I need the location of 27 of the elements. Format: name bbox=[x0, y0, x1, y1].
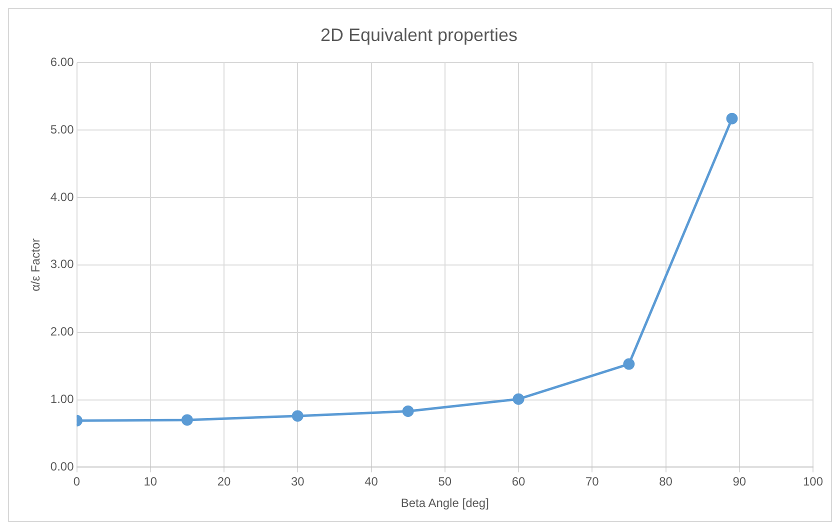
y-tick-label: 3.00 bbox=[50, 257, 74, 272]
y-tick-label: 6.00 bbox=[50, 54, 74, 69]
y-tick-label: 4.00 bbox=[50, 190, 74, 204]
x-tick-label: 10 bbox=[144, 474, 158, 489]
x-tick-label: 50 bbox=[438, 474, 452, 489]
point bbox=[292, 410, 304, 422]
x-tick-label: 40 bbox=[364, 474, 378, 489]
y-tick-label: 0.00 bbox=[50, 460, 74, 474]
x-tick-label: 100 bbox=[802, 474, 824, 489]
point bbox=[181, 414, 193, 426]
x-tick-label: 0 bbox=[73, 474, 80, 489]
x-tick-label: 20 bbox=[217, 474, 231, 489]
chart-title: 2D Equivalent properties bbox=[320, 24, 518, 45]
x-axis-title: Beta Angle [deg] bbox=[400, 496, 489, 510]
x-tick-label: 80 bbox=[659, 474, 673, 489]
point bbox=[726, 112, 738, 124]
x-tick-label: 30 bbox=[290, 474, 305, 489]
y-tick-label: 2.00 bbox=[50, 324, 74, 339]
y-tick-label: 1.00 bbox=[50, 392, 74, 406]
x-tick-label: 70 bbox=[585, 474, 600, 489]
point bbox=[623, 358, 635, 370]
y-axis-title: α/ε Factor bbox=[28, 238, 43, 292]
x-tick-label: 60 bbox=[512, 474, 526, 489]
x-tick-label: 90 bbox=[732, 474, 746, 489]
point bbox=[402, 405, 414, 417]
point bbox=[512, 393, 524, 405]
y-tick-label: 5.00 bbox=[50, 122, 74, 136]
